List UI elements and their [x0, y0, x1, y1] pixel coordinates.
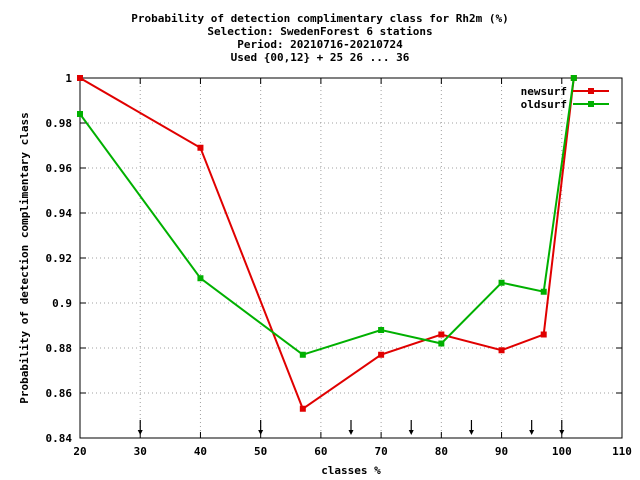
data-point-newsurf	[197, 144, 204, 151]
y-tick-label: 0.94	[46, 207, 73, 220]
data-point-newsurf	[77, 75, 83, 81]
class-arrow	[408, 420, 414, 435]
legend-label-oldsurf: oldsurf	[521, 98, 567, 111]
x-tick-label: 60	[314, 445, 327, 458]
title-line: Probability of detection complimentary c…	[131, 12, 509, 25]
y-tick-label: 0.86	[46, 387, 73, 400]
class-arrow	[529, 420, 535, 435]
title-line: Used {00,12} + 25 26 ... 36	[231, 51, 410, 64]
data-point-newsurf	[438, 331, 445, 338]
axes	[79, 77, 623, 439]
y-tick-label: 0.84	[46, 432, 73, 445]
x-tick-label: 30	[134, 445, 147, 458]
x-tick-label: 70	[374, 445, 387, 458]
x-tick-label: 110	[612, 445, 632, 458]
class-arrow	[258, 420, 264, 435]
tick-labels: 20 30 40 50 60 70 80 90 100 110 0.84 0.86 0.88 0.9 0.9…	[46, 72, 632, 458]
class-arrow	[559, 420, 565, 435]
series-line-oldsurf	[79, 77, 575, 356]
x-tick-label: 80	[435, 445, 448, 458]
legend-marker-oldsurf	[588, 101, 594, 107]
title-line: Selection: SwedenForest 6 stations	[207, 25, 432, 38]
y-tick-label: 0.96	[46, 162, 73, 175]
class-arrow	[137, 420, 143, 435]
data-point-oldsurf	[498, 279, 505, 286]
data-point-oldsurf	[197, 275, 204, 282]
legend-marker-newsurf	[588, 88, 594, 94]
y-tick-label: 0.92	[46, 252, 73, 265]
x-tick-label: 20	[73, 445, 86, 458]
grid	[80, 78, 622, 438]
y-tick-label: 1	[65, 72, 72, 85]
legend-label-newsurf: newsurf	[521, 85, 567, 98]
class-arrow	[468, 420, 474, 435]
data-point-oldsurf	[77, 111, 83, 117]
class-arrow	[348, 420, 354, 435]
class-arrows	[137, 420, 565, 435]
data-point-oldsurf	[438, 340, 445, 347]
y-tick-label: 0.98	[46, 117, 73, 130]
series-line-newsurf	[79, 77, 575, 411]
series	[77, 75, 577, 412]
y-tick-label: 0.9	[52, 297, 72, 310]
data-point-oldsurf	[378, 327, 385, 333]
data-point-oldsurf	[299, 351, 306, 358]
data-point-oldsurf	[540, 288, 547, 295]
x-tick-label: 90	[495, 445, 508, 458]
y-axis-label: Probability of detection complimentary c…	[18, 112, 31, 403]
x-tick-label: 40	[194, 445, 207, 458]
data-point-newsurf	[540, 331, 547, 338]
y-tick-label: 0.88	[46, 342, 73, 355]
data-point-newsurf	[299, 405, 306, 412]
x-tick-label: 50	[254, 445, 267, 458]
title-line: Period: 20210716-20210724	[237, 38, 403, 51]
x-tick-label: 100	[552, 445, 572, 458]
data-point-newsurf	[498, 347, 505, 354]
chart-title: Probability of detection complimentary c…	[131, 12, 509, 64]
data-point-newsurf	[378, 351, 385, 358]
data-point-oldsurf	[570, 75, 577, 81]
x-axis-label: classes %	[321, 464, 381, 477]
